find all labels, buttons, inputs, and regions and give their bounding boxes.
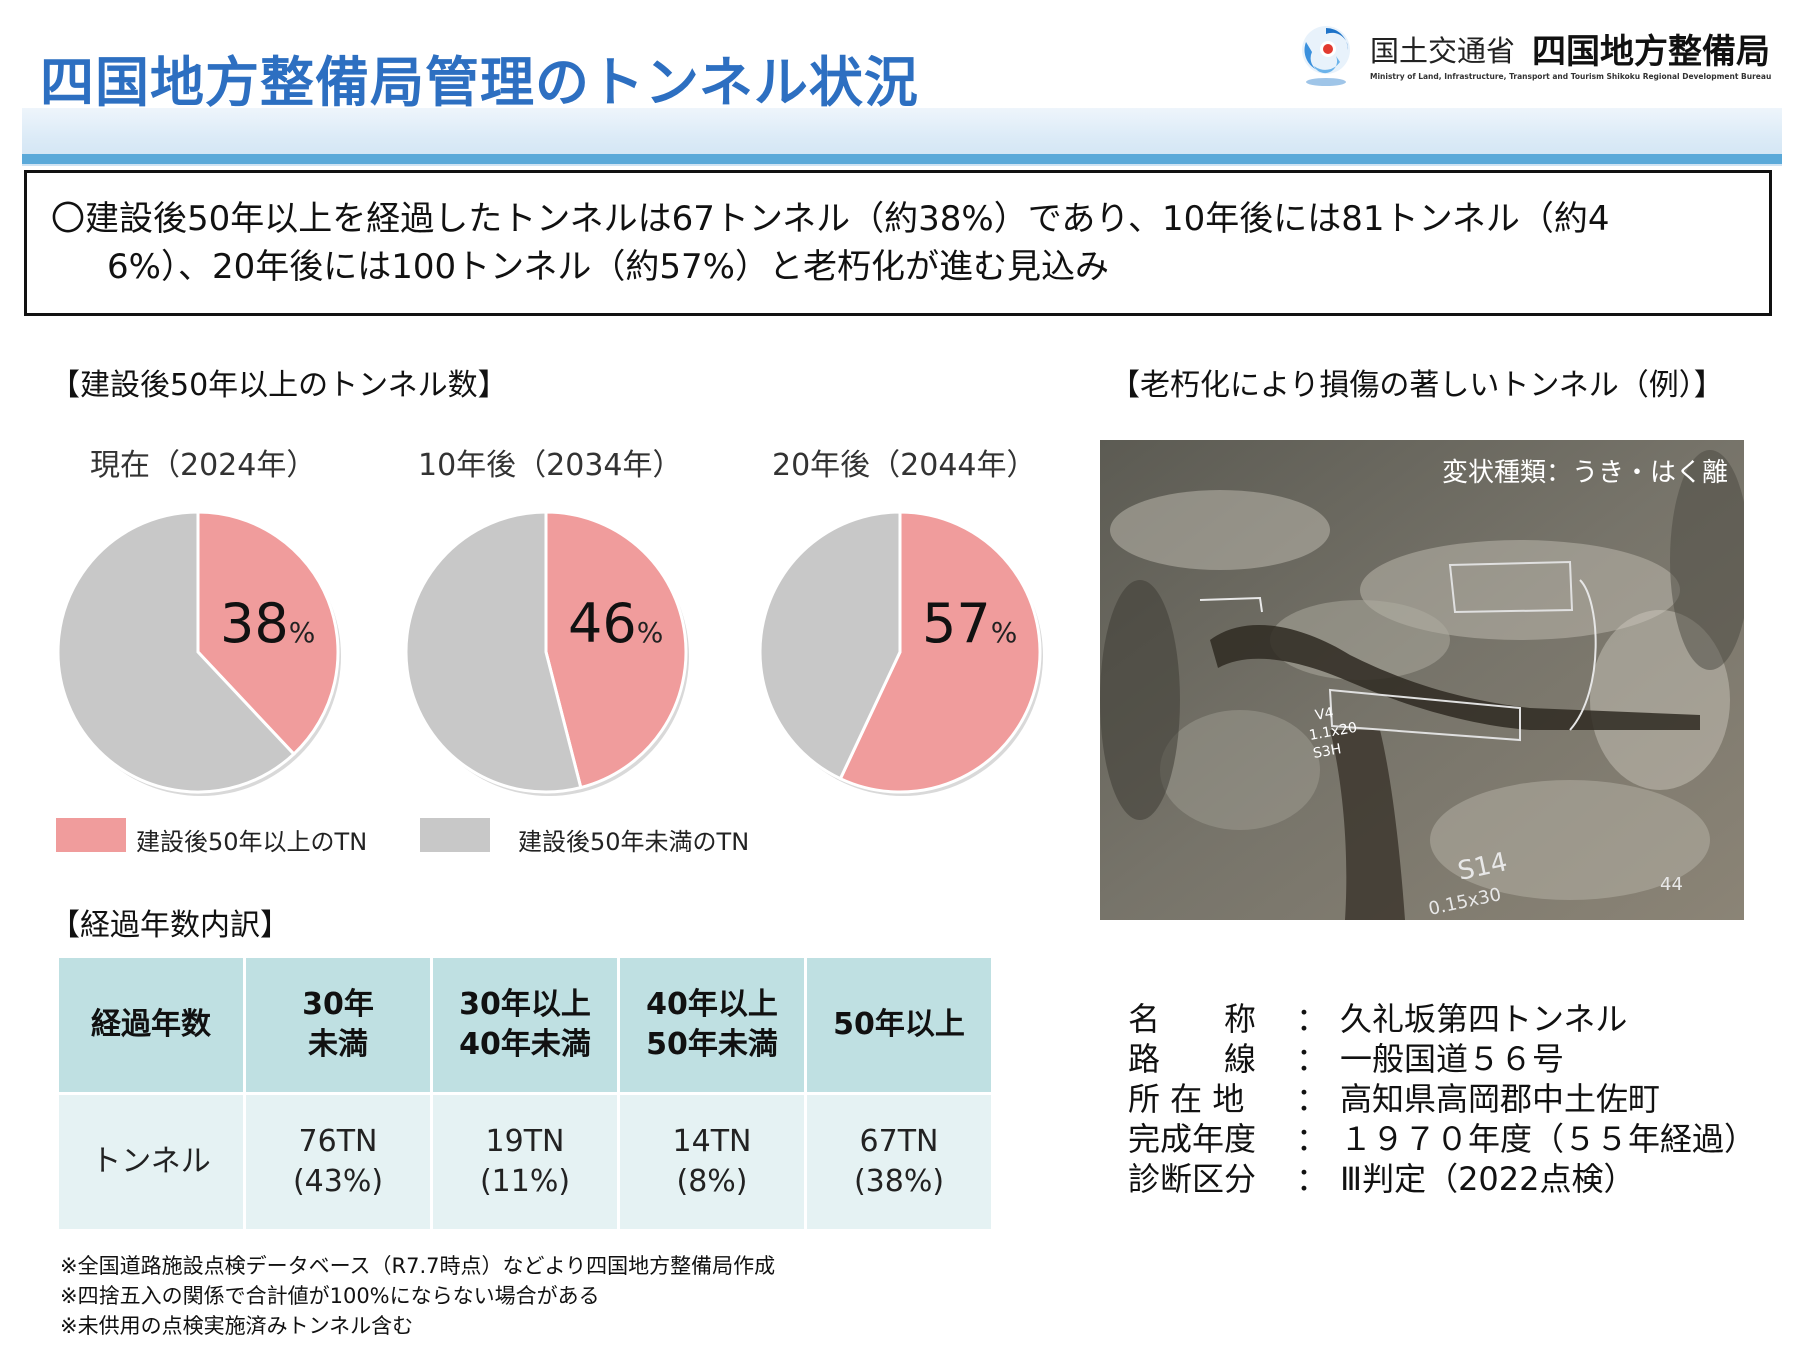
- legend-swatch-under50: [420, 818, 490, 852]
- photo-mark-v4: V4: [1314, 705, 1335, 724]
- pie-title-2: 20年後（2044年）: [772, 448, 1037, 483]
- example-section-heading: 【老朽化により損傷の著しいトンネル（例）】: [1110, 368, 1724, 403]
- pie-1-slice-1: [404, 510, 583, 794]
- info-value-3: １９７０年度（５５年経過）: [1340, 1120, 1757, 1158]
- info-key-1: 路 線: [1128, 1040, 1257, 1078]
- info-sep-4: ：: [1296, 1160, 1329, 1198]
- pie-unit-0: %: [288, 616, 316, 649]
- info-value-2: 高知県高岡郡中土佐町: [1340, 1080, 1661, 1118]
- table-header-cell-2: 30年以上 40年未満: [433, 958, 617, 1092]
- info-value-1: 一般国道５６号: [1340, 1040, 1565, 1078]
- header-divider: [22, 154, 1782, 164]
- ministry-logo: 国土交通省 四国地方整備局 Ministry of Land, Infrastr…: [1296, 22, 1776, 92]
- table-body-cell-0: トンネル: [59, 1095, 243, 1229]
- info-key-0: 名 称: [1128, 1000, 1257, 1038]
- pie-title-0: 現在（2024年）: [90, 448, 317, 483]
- pie-data-label-2: 57%: [922, 592, 1017, 655]
- info-sep-0: ：: [1296, 1000, 1329, 1038]
- info-key-4: 診断区分: [1128, 1160, 1257, 1198]
- footnote-rounding: ※四捨五入の関係で合計値が100%にならない場合がある: [60, 1284, 600, 1308]
- info-sep-1: ：: [1296, 1040, 1329, 1078]
- table-body-row: トンネル 76TN (43%) 19TN (11%) 14TN (8%) 67TN (38%): [59, 1095, 991, 1229]
- table-body-cell-3: 14TN (8%): [620, 1095, 804, 1229]
- info-value-4: Ⅲ判定（2022点検）: [1340, 1160, 1636, 1198]
- info-value-0: 久礼坂第四トンネル: [1340, 1000, 1628, 1038]
- table-header-cell-1: 30年 未満: [246, 958, 430, 1092]
- mlit-logo-icon: [1302, 26, 1350, 86]
- pie-title-1: 10年後（2034年）: [418, 448, 683, 483]
- summary-text: 〇建設後50年以上を経過したトンネルは67トンネル（約38%）であり、10年後に…: [51, 195, 1741, 291]
- pie-0-slice-0: [196, 510, 340, 757]
- bureau-name: 四国地方整備局: [1532, 32, 1770, 72]
- pie-2-slice-0: [838, 510, 1042, 794]
- table-header-cell-3: 40年以上 50年未満: [620, 958, 804, 1092]
- pie-unit-1: %: [636, 616, 664, 649]
- pie-chart-2: [758, 510, 1043, 796]
- photo-mark-44: 44: [1660, 874, 1683, 895]
- pie-chart-0: [56, 510, 341, 796]
- pie-0-slice-1: [56, 510, 296, 794]
- table-header-cell-0: 経過年数: [59, 958, 243, 1092]
- legend-label-under50: 建設後50年未満のTN: [518, 828, 750, 856]
- pie-2-slice-1: [758, 510, 902, 781]
- footnote-unopened: ※未供用の点検実施済みトンネル含む: [60, 1314, 414, 1338]
- pie-data-label-0: 38%: [220, 592, 315, 655]
- table-section-heading: 【経過年数内訳】: [50, 908, 290, 943]
- legend-swatch-over50: [56, 818, 126, 852]
- info-key-3: 完成年度: [1128, 1120, 1257, 1158]
- summary-line-1: 〇建設後50年以上を経過したトンネルは67トンネル（約38%）であり、10年後に…: [51, 199, 1610, 239]
- photo-caption: 変状種類：うき・はく離: [1441, 458, 1728, 488]
- ministry-name: 国土交通省: [1370, 34, 1516, 68]
- pie-value-1: 46: [568, 592, 637, 655]
- legend-label-over50: 建設後50年以上のTN: [136, 828, 368, 856]
- footnote-source: ※全国道路施設点検データベース（R7.7時点）などより四国地方整備局作成: [60, 1254, 776, 1278]
- table-header-row: 経過年数 30年 未満 30年以上 40年未満 40年以上 50年未満 50年以上: [59, 958, 991, 1092]
- pie-data-label-1: 46%: [568, 592, 663, 655]
- pie-1-slice-0: [544, 510, 688, 790]
- summary-box: 〇建設後50年以上を経過したトンネルは67トンネル（約38%）であり、10年後に…: [24, 170, 1772, 316]
- photo-mark-s3h: S3H: [1312, 741, 1343, 762]
- info-sep-2: ：: [1296, 1080, 1329, 1118]
- ministry-english-name: Ministry of Land, Infrastructure, Transp…: [1370, 72, 1772, 81]
- table-body-cell-2: 19TN (11%): [433, 1095, 617, 1229]
- pie-chart-1: [404, 510, 689, 796]
- pie-section-heading: 【建設後50年以上のトンネル数】: [50, 368, 508, 403]
- table-body-cell-4: 67TN (38%): [807, 1095, 991, 1229]
- summary-line-2: 6%）、20年後には100トンネル（約57%）と老朽化が進む見込み: [107, 247, 1109, 287]
- pie-unit-2: %: [990, 616, 1018, 649]
- pie-value-0: 38: [220, 592, 289, 655]
- table-header-cell-4: 50年以上: [807, 958, 991, 1092]
- age-breakdown-table: 経過年数 30年 未満 30年以上 40年未満 40年以上 50年未満 50年以上 トンネル 7…: [56, 955, 994, 1232]
- page-title: 四国地方整備局管理のトンネル状況: [40, 51, 919, 114]
- table-body-cell-1: 76TN (43%): [246, 1095, 430, 1229]
- info-sep-3: ：: [1296, 1120, 1329, 1158]
- pie-value-2: 57: [922, 592, 991, 655]
- info-key-2: 所 在 地: [1128, 1080, 1245, 1118]
- tunnel-damage-photo: V4 1.1x20 S3H S14 0.15x30 44: [1100, 440, 1744, 920]
